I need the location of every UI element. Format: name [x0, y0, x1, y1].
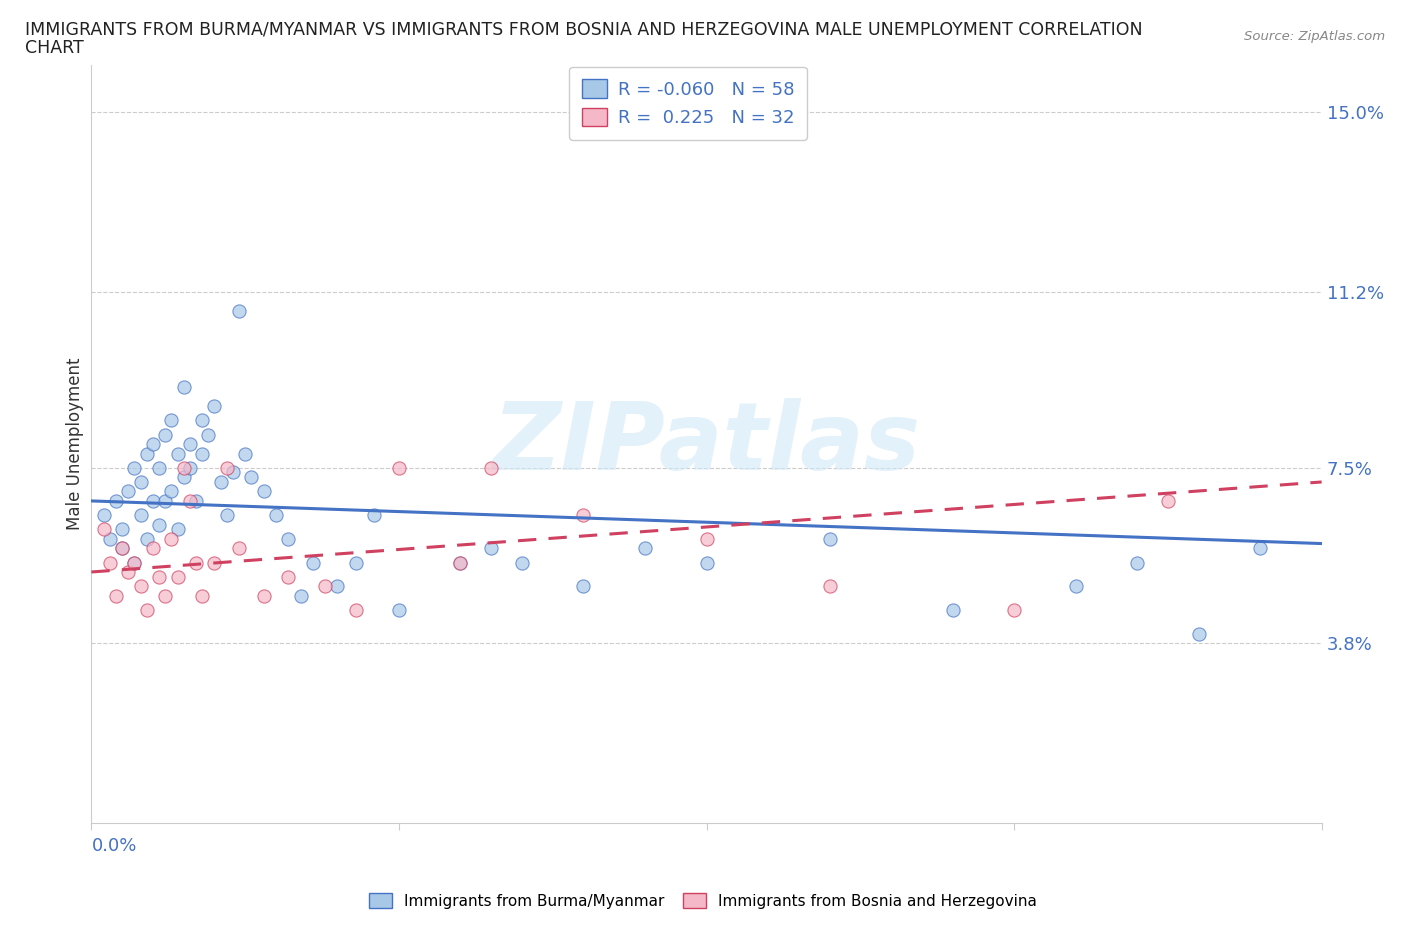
Point: [160, 484, 183, 498]
Point: [135, 531, 157, 546]
Point: [1002, 603, 1025, 618]
Point: [222, 465, 245, 480]
Point: [93, 522, 115, 537]
Point: [173, 460, 195, 475]
Point: [148, 569, 170, 584]
Point: [142, 437, 165, 452]
Point: [344, 603, 367, 618]
Point: [148, 460, 170, 475]
Point: [344, 555, 367, 570]
Point: [215, 508, 238, 523]
Point: [388, 603, 411, 618]
Point: [215, 460, 238, 475]
Point: [153, 427, 177, 442]
Point: [179, 460, 201, 475]
Point: [179, 437, 201, 452]
Point: [314, 578, 336, 593]
Point: [449, 555, 471, 570]
Point: [572, 578, 595, 593]
Point: [135, 446, 157, 461]
Point: [93, 508, 115, 523]
Point: [479, 541, 502, 556]
Point: [634, 541, 657, 556]
Point: [148, 517, 170, 532]
Point: [202, 399, 225, 414]
Text: 0.0%: 0.0%: [91, 837, 136, 855]
Point: [202, 555, 225, 570]
Point: [264, 508, 287, 523]
Point: [142, 494, 165, 509]
Point: [388, 460, 411, 475]
Point: [98, 555, 121, 570]
Point: [105, 494, 127, 509]
Point: [942, 603, 965, 618]
Point: [253, 484, 276, 498]
Point: [1157, 494, 1180, 509]
Point: [1187, 626, 1209, 641]
Point: [98, 531, 121, 546]
Point: [696, 531, 718, 546]
Point: [277, 531, 299, 546]
Point: [160, 531, 183, 546]
Point: [184, 494, 207, 509]
Point: [173, 379, 195, 394]
Point: [228, 304, 250, 319]
Point: [479, 460, 502, 475]
Point: [191, 446, 214, 461]
Point: [818, 578, 841, 593]
Legend: Immigrants from Burma/Myanmar, Immigrants from Bosnia and Herzegovina: Immigrants from Burma/Myanmar, Immigrant…: [363, 886, 1043, 915]
Point: [117, 565, 139, 579]
Point: [301, 555, 323, 570]
Point: [166, 446, 188, 461]
Text: ZIPatlas: ZIPatlas: [492, 398, 921, 490]
Point: [363, 508, 385, 523]
Point: [233, 446, 256, 461]
Point: [1126, 555, 1149, 570]
Point: [160, 413, 183, 428]
Point: [253, 589, 276, 604]
Point: [184, 555, 207, 570]
Point: [510, 555, 533, 570]
Point: [179, 494, 201, 509]
Point: [696, 555, 718, 570]
Legend: R = -0.060   N = 58, R =  0.225   N = 32: R = -0.060 N = 58, R = 0.225 N = 32: [569, 67, 807, 140]
Point: [124, 555, 146, 570]
Point: [135, 603, 157, 618]
Point: [173, 470, 195, 485]
Point: [129, 508, 152, 523]
Point: [449, 555, 471, 570]
Point: [142, 541, 165, 556]
Point: [105, 589, 127, 604]
Text: CHART: CHART: [25, 39, 84, 57]
Point: [1249, 541, 1271, 556]
Point: [111, 522, 134, 537]
Point: [111, 541, 134, 556]
Point: [1064, 578, 1087, 593]
Point: [191, 413, 214, 428]
Point: [277, 569, 299, 584]
Point: [166, 522, 188, 537]
Point: [240, 470, 263, 485]
Point: [129, 578, 152, 593]
Text: IMMIGRANTS FROM BURMA/MYANMAR VS IMMIGRANTS FROM BOSNIA AND HERZEGOVINA MALE UNE: IMMIGRANTS FROM BURMA/MYANMAR VS IMMIGRA…: [25, 20, 1143, 38]
Point: [191, 589, 214, 604]
Point: [117, 484, 139, 498]
Point: [326, 578, 349, 593]
Point: [111, 541, 134, 556]
Point: [129, 474, 152, 489]
Point: [572, 508, 595, 523]
Point: [209, 474, 232, 489]
Point: [228, 541, 250, 556]
Point: [290, 589, 312, 604]
Point: [197, 427, 219, 442]
Text: Source: ZipAtlas.com: Source: ZipAtlas.com: [1244, 30, 1385, 43]
Point: [124, 460, 146, 475]
Point: [153, 589, 177, 604]
Point: [166, 569, 188, 584]
Point: [818, 531, 841, 546]
Point: [124, 555, 146, 570]
Point: [153, 494, 177, 509]
Y-axis label: Male Unemployment: Male Unemployment: [66, 358, 84, 530]
